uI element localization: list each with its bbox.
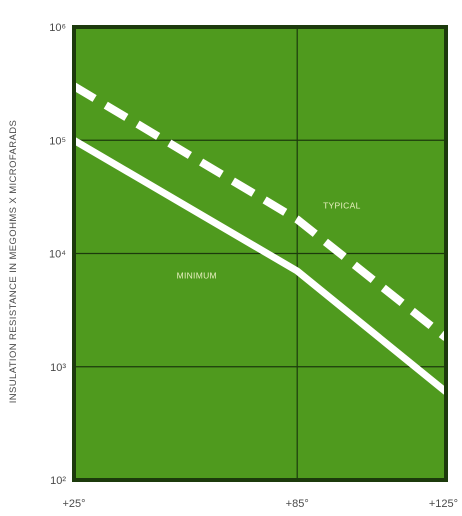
y-tick-labels: 10² 10³ 10⁴ 10⁵ 10⁶ [49,22,66,487]
series-line-minimum [72,137,449,395]
series-line-typical [71,82,449,341]
y-tick-label: 10⁵ [49,135,66,147]
series-group [71,82,449,395]
y-axis-label: INSULATION RESISTANCE IN MEGOHMS X MICRO… [8,120,19,404]
x-tick-label: +125° [429,498,458,510]
x-tick-labels: +25° +85° +125° [62,498,458,510]
y-tick-label: 10⁶ [49,22,66,34]
x-tick-label: +25° [62,498,85,510]
grid [74,27,446,480]
y-tick-label: 10² [50,475,66,487]
plot-frame [72,25,448,482]
series-label-typical: TYPICAL [323,200,361,210]
y-tick-label: 10⁴ [49,249,66,261]
series-label-minimum: MINIMUM [177,271,217,281]
x-tick-label: +85° [286,498,309,510]
y-tick-label: 10³ [50,362,66,374]
series-labels: TYPICAL MINIMUM [177,200,361,280]
